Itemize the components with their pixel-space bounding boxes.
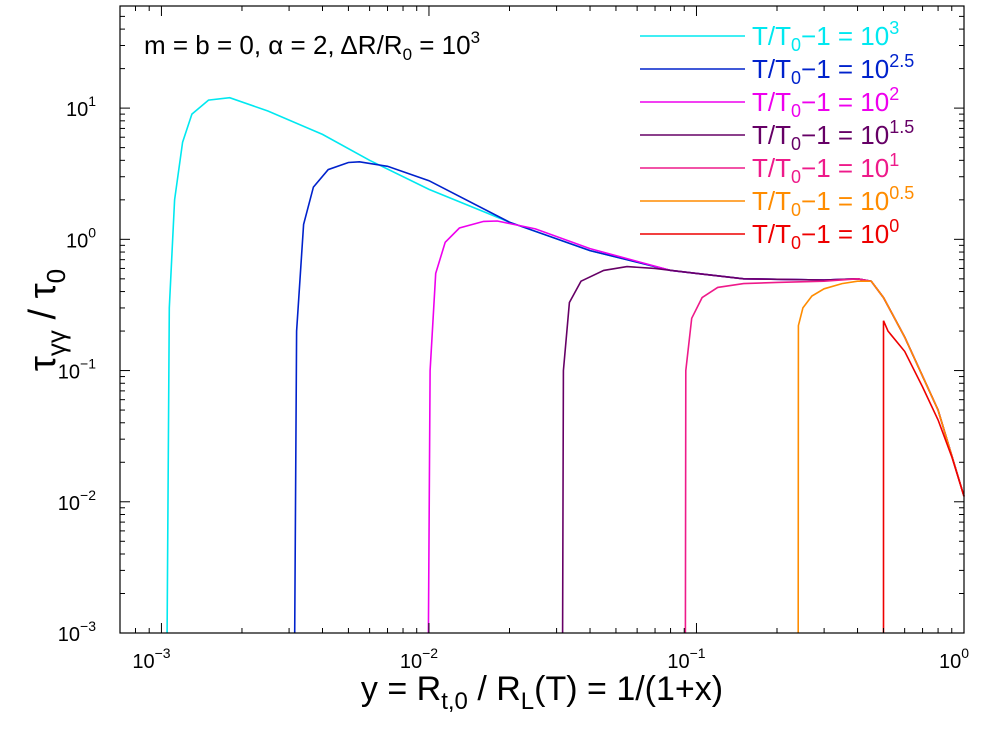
chart-annotation: m = b = 0, α = 2, ΔR/R0 = 103 [144, 28, 480, 64]
legend-label-1: T/T0−1 = 102.5 [752, 51, 914, 88]
legend-label-4: T/T0−1 = 101 [752, 150, 899, 187]
y-tick-label-2: 10−1 [58, 356, 96, 384]
y-axis-label: τγγ / τ0 [22, 269, 71, 371]
plot-frame [119, 5, 965, 634]
x-tick-label-3: 100 [939, 645, 969, 673]
legend-label-6: T/T0−1 = 100 [752, 216, 899, 253]
legend-label-0: T/T0−1 = 103 [752, 18, 899, 55]
x-tick-label-0: 10−3 [132, 645, 170, 673]
series-line-6 [882, 320, 965, 633]
axis-ticks: 10−3 10−2 10−1 100 10−3 10−2 10−1 100 101 [58, 5, 969, 673]
legend-label-2: T/T0−1 = 102 [752, 84, 899, 121]
series-line-5 [797, 280, 965, 634]
legend-label-5: T/T0−1 = 100.5 [752, 183, 914, 220]
x-tick-label-1: 10−2 [400, 645, 438, 673]
y-tick-label-4: 101 [66, 93, 96, 121]
legend-label-3: T/T0−1 = 101.5 [752, 117, 914, 154]
y-tick-label-0: 10−3 [58, 618, 96, 646]
x-axis-label: y = Rt,0 / RL(T) = 1/(1+x) [361, 670, 723, 715]
series-curves [166, 96, 965, 634]
y-tick-label-1: 10−2 [58, 487, 96, 515]
y-tick-label-3: 100 [66, 224, 96, 252]
x-tick-label-2: 10−1 [667, 645, 705, 673]
